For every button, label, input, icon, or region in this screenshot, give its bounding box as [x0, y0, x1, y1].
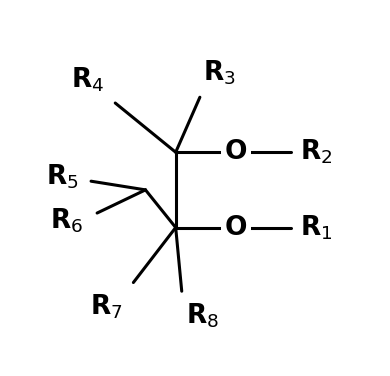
Text: R$_4$: R$_4$	[71, 66, 105, 94]
Text: O: O	[225, 139, 247, 165]
Text: R$_1$: R$_1$	[300, 213, 332, 242]
Text: O: O	[225, 215, 247, 241]
Text: R$_2$: R$_2$	[300, 138, 332, 167]
Text: R$_7$: R$_7$	[90, 293, 123, 321]
Text: R$_5$: R$_5$	[46, 162, 79, 191]
Text: R$_6$: R$_6$	[50, 206, 83, 235]
Text: R$_8$: R$_8$	[186, 301, 219, 330]
Text: R$_3$: R$_3$	[203, 59, 236, 87]
